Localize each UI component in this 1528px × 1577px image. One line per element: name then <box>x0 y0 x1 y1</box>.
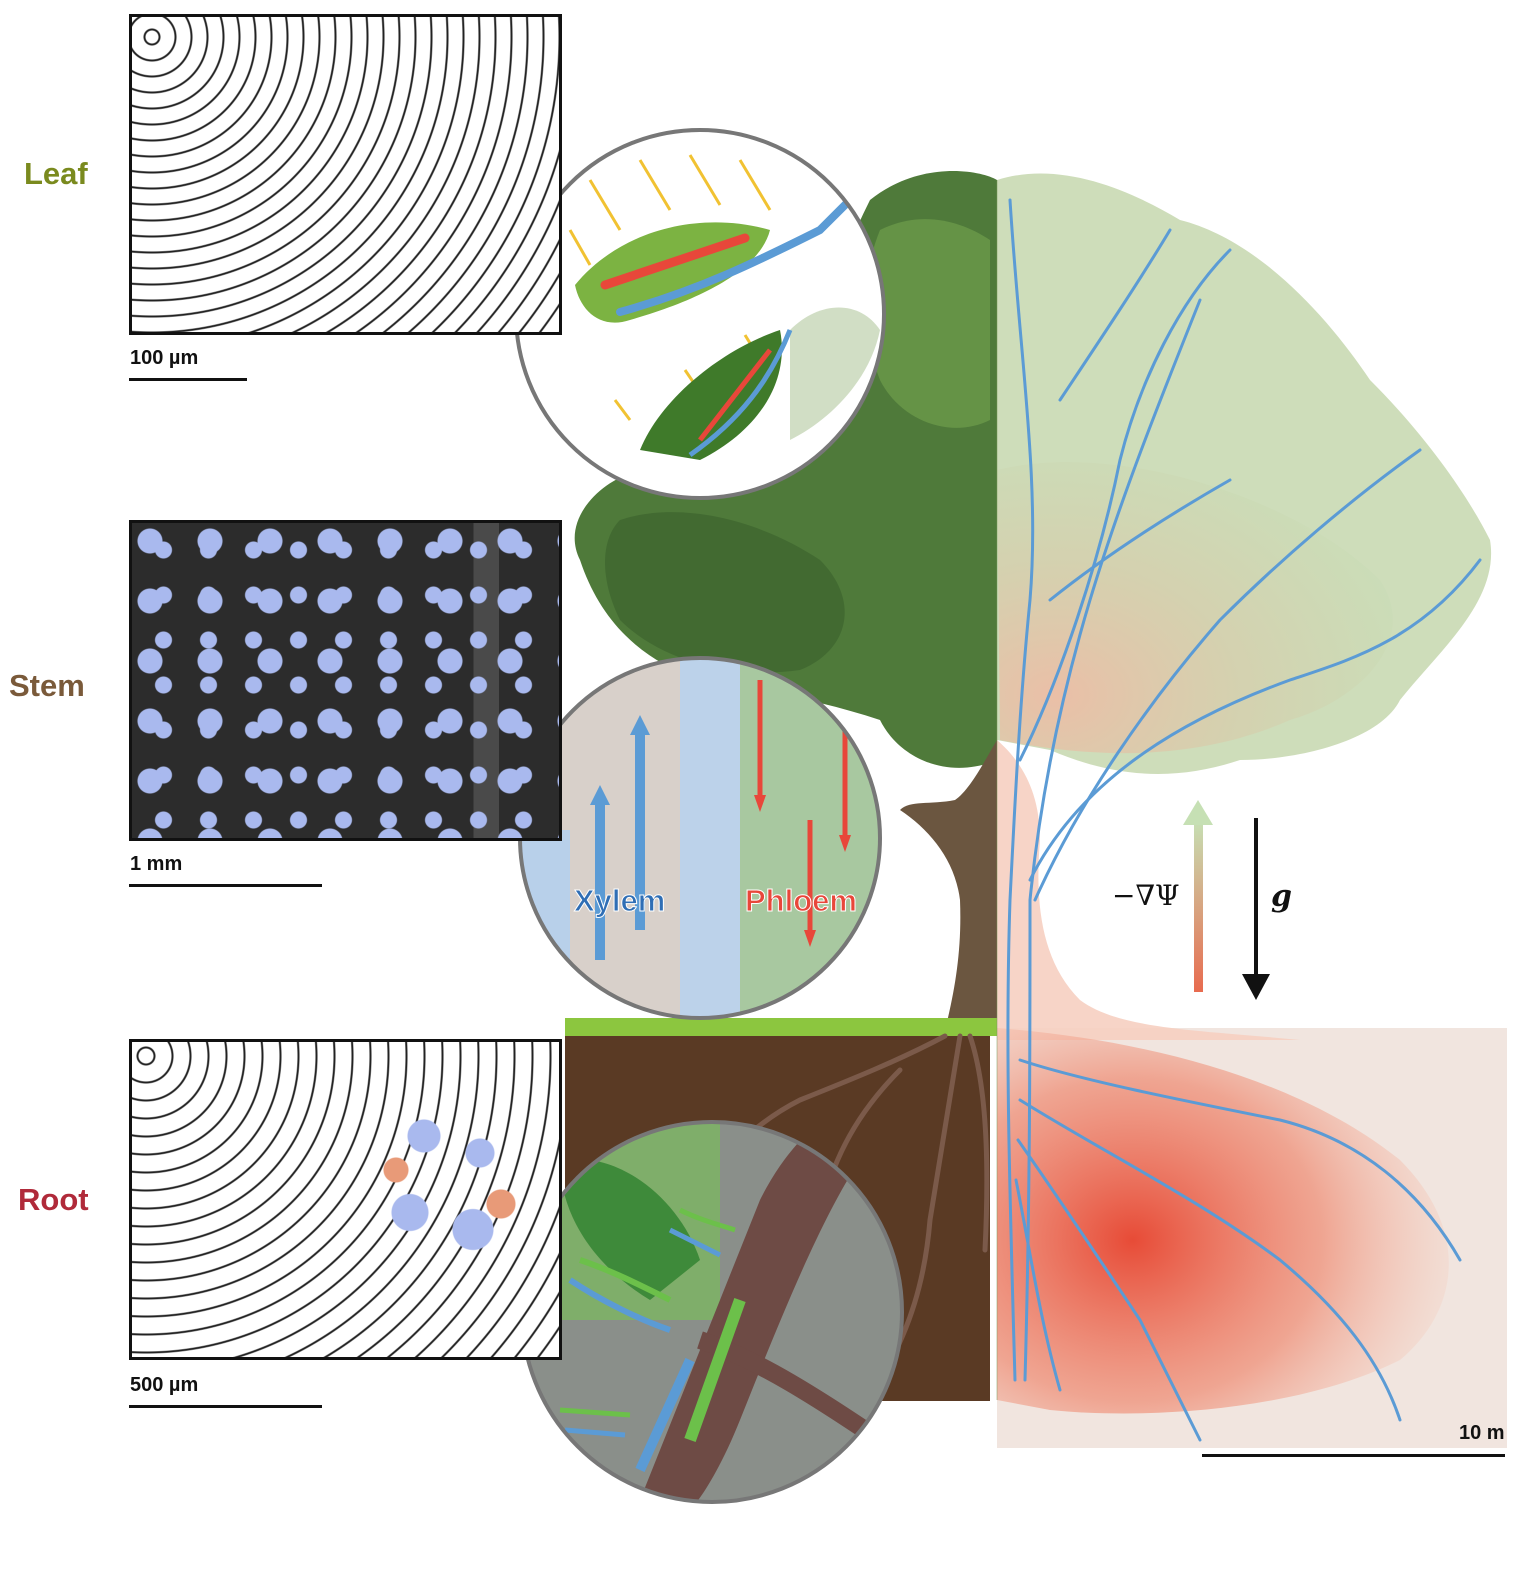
leaf-scale-bar <box>129 378 247 381</box>
gravity-arrow <box>1254 818 1258 976</box>
tree-scale-bar <box>1202 1454 1505 1457</box>
xylem-network <box>1006 198 1482 1442</box>
grass-strip <box>565 1018 997 1036</box>
root-scale-text: 500 µm <box>130 1374 199 1396</box>
gravity-label: g <box>1271 879 1292 914</box>
leaf-scale-text: 100 µm <box>130 347 199 369</box>
leaf-magnified-inset <box>514 128 886 500</box>
root-xylem-vessels <box>382 1102 522 1272</box>
xylem-label: Xylem <box>573 883 666 919</box>
stem-scale-bar <box>129 884 322 887</box>
tree-scale-text: 10 m <box>1459 1422 1505 1444</box>
stem-magnified-inset <box>518 656 882 1020</box>
leaf-micrograph <box>129 14 562 335</box>
tree-trunk <box>900 740 997 1030</box>
root-label: Root <box>18 1182 89 1217</box>
root-scale-bar <box>129 1405 322 1408</box>
root-micrograph <box>129 1039 562 1360</box>
stem-scale-text: 1 mm <box>130 853 183 875</box>
potential-gradient-arrow <box>1194 820 1203 992</box>
stem-micrograph <box>129 520 562 841</box>
leaf-label: Leaf <box>24 156 88 191</box>
gravity-arrow-head <box>1242 974 1270 1000</box>
trunk-potential-gradient <box>997 740 1300 1040</box>
root-magnified-inset <box>520 1120 904 1504</box>
potential-gradient-label: −∇Ψ <box>1112 879 1180 912</box>
canopy-potential-gradient <box>997 462 1393 754</box>
phloem-label: Phloem <box>745 883 858 919</box>
potential-arrow-head <box>1183 800 1213 825</box>
stem-label: Stem <box>9 668 85 703</box>
